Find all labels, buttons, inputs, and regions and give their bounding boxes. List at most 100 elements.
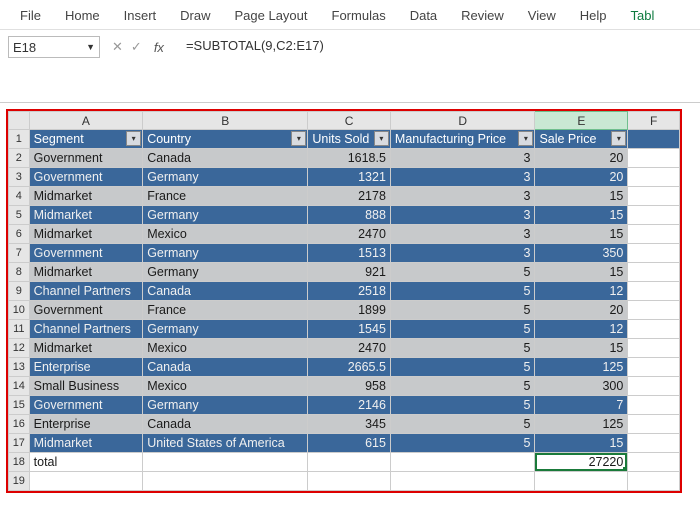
cell[interactable]: France: [143, 187, 308, 206]
row-header[interactable]: 19: [9, 472, 30, 491]
cell[interactable]: 2178: [308, 187, 391, 206]
cell[interactable]: 3: [390, 244, 535, 263]
cell[interactable]: 3: [390, 149, 535, 168]
cell[interactable]: 1545: [308, 320, 391, 339]
cell[interactable]: 20: [535, 149, 628, 168]
cell[interactable]: 2470: [308, 339, 391, 358]
cell[interactable]: 2470: [308, 225, 391, 244]
cell[interactable]: 3: [390, 206, 535, 225]
table-header-cell[interactable]: Segment▾: [29, 130, 143, 149]
cell[interactable]: Government: [29, 301, 143, 320]
row-header[interactable]: 2: [9, 149, 30, 168]
row-header[interactable]: 14: [9, 377, 30, 396]
table-header-cell[interactable]: Manufacturing Price▾: [390, 130, 535, 149]
total-value[interactable]: 27220: [535, 453, 628, 472]
cell[interactable]: 615: [308, 434, 391, 453]
cell[interactable]: [628, 396, 680, 415]
cell[interactable]: Midmarket: [29, 263, 143, 282]
filter-button[interactable]: ▾: [374, 131, 389, 146]
cell[interactable]: [628, 377, 680, 396]
col-header-C[interactable]: C: [308, 112, 391, 130]
col-header-E[interactable]: E: [535, 112, 628, 130]
cell[interactable]: Midmarket: [29, 206, 143, 225]
cell[interactable]: 15: [535, 206, 628, 225]
row-header[interactable]: 13: [9, 358, 30, 377]
cell[interactable]: 12: [535, 320, 628, 339]
total-label[interactable]: total: [29, 453, 143, 472]
cell[interactable]: [628, 187, 680, 206]
cell[interactable]: 921: [308, 263, 391, 282]
cell[interactable]: [628, 339, 680, 358]
cell[interactable]: [628, 263, 680, 282]
cell[interactable]: [628, 415, 680, 434]
cell[interactable]: Channel Partners: [29, 320, 143, 339]
cell[interactable]: 20: [535, 301, 628, 320]
row-header[interactable]: 10: [9, 301, 30, 320]
row-header[interactable]: 4: [9, 187, 30, 206]
cell[interactable]: [390, 453, 535, 472]
cell[interactable]: Germany: [143, 244, 308, 263]
cell[interactable]: 345: [308, 415, 391, 434]
cell[interactable]: Small Business: [29, 377, 143, 396]
cell[interactable]: Government: [29, 244, 143, 263]
sheet-table[interactable]: ABCDEF1Segment▾Country▾Units Sold▾Manufa…: [8, 111, 680, 491]
col-header-D[interactable]: D: [390, 112, 535, 130]
cell[interactable]: [628, 149, 680, 168]
table-header-cell[interactable]: Sale Price▾: [535, 130, 628, 149]
ribbon-tab-insert[interactable]: Insert: [112, 4, 169, 27]
cell[interactable]: 5: [390, 320, 535, 339]
cell[interactable]: Government: [29, 168, 143, 187]
cell[interactable]: 2518: [308, 282, 391, 301]
cell[interactable]: 350: [535, 244, 628, 263]
cell[interactable]: 3: [390, 225, 535, 244]
ribbon-tab-draw[interactable]: Draw: [168, 4, 222, 27]
cell[interactable]: [628, 168, 680, 187]
cell[interactable]: 15: [535, 263, 628, 282]
ribbon-tab-tabl[interactable]: Tabl: [619, 4, 667, 27]
ribbon-tab-page-layout[interactable]: Page Layout: [223, 4, 320, 27]
cell[interactable]: 5: [390, 415, 535, 434]
col-header-F[interactable]: F: [628, 112, 680, 130]
ribbon-tab-data[interactable]: Data: [398, 4, 449, 27]
cell[interactable]: 2146: [308, 396, 391, 415]
fx-label[interactable]: fx: [150, 40, 168, 55]
cell[interactable]: [308, 453, 391, 472]
cell[interactable]: Canada: [143, 358, 308, 377]
cell[interactable]: 5: [390, 282, 535, 301]
row-header[interactable]: 7: [9, 244, 30, 263]
cell[interactable]: Midmarket: [29, 187, 143, 206]
row-header[interactable]: 12: [9, 339, 30, 358]
cell[interactable]: 125: [535, 358, 628, 377]
cell[interactable]: 5: [390, 396, 535, 415]
cell[interactable]: Enterprise: [29, 415, 143, 434]
cell[interactable]: France: [143, 301, 308, 320]
row-header[interactable]: 6: [9, 225, 30, 244]
cell[interactable]: [628, 320, 680, 339]
cell[interactable]: 7: [535, 396, 628, 415]
cell[interactable]: 1321: [308, 168, 391, 187]
cell[interactable]: 1899: [308, 301, 391, 320]
cell[interactable]: [535, 472, 628, 491]
cell[interactable]: Channel Partners: [29, 282, 143, 301]
ribbon-tab-view[interactable]: View: [516, 4, 568, 27]
col-header-B[interactable]: B: [143, 112, 308, 130]
cell[interactable]: Government: [29, 149, 143, 168]
cell[interactable]: Germany: [143, 320, 308, 339]
cell[interactable]: United States of America: [143, 434, 308, 453]
cell[interactable]: 5: [390, 263, 535, 282]
cell[interactable]: [628, 130, 680, 149]
cell[interactable]: Mexico: [143, 377, 308, 396]
cell[interactable]: 3: [390, 168, 535, 187]
col-header-A[interactable]: A: [29, 112, 143, 130]
table-header-cell[interactable]: Units Sold▾: [308, 130, 391, 149]
row-header[interactable]: 5: [9, 206, 30, 225]
cell[interactable]: 5: [390, 358, 535, 377]
row-header[interactable]: 3: [9, 168, 30, 187]
cell[interactable]: 300: [535, 377, 628, 396]
cell[interactable]: Germany: [143, 396, 308, 415]
ribbon-tab-file[interactable]: File: [8, 4, 53, 27]
cell[interactable]: Mexico: [143, 225, 308, 244]
cell[interactable]: [628, 434, 680, 453]
cell[interactable]: 1513: [308, 244, 391, 263]
cell[interactable]: 5: [390, 339, 535, 358]
